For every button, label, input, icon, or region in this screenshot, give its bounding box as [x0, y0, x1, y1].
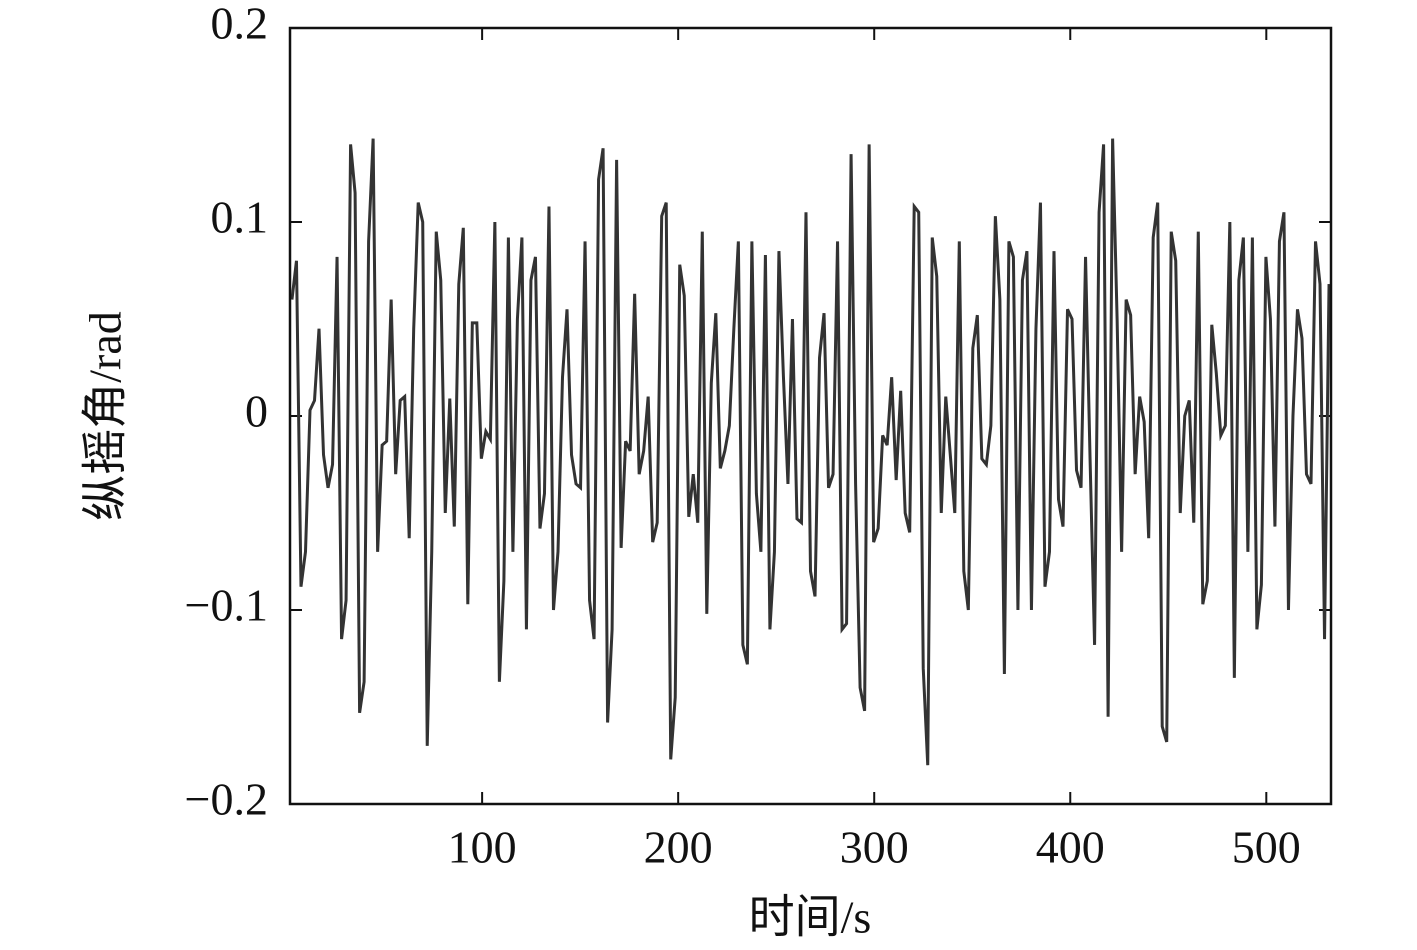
- y-axis-label: 纵摇角/rad: [80, 311, 131, 521]
- x-tick-label: 200: [644, 822, 713, 873]
- y-tick-label: 0: [245, 386, 268, 437]
- x-tick-label: 300: [840, 822, 909, 873]
- x-tick-label: 500: [1232, 822, 1301, 873]
- y-tick-label: 0.1: [211, 192, 269, 243]
- plot-frame: [288, 26, 1333, 806]
- x-tick-label: 400: [1036, 822, 1105, 873]
- y-tick-label: −0.2: [185, 774, 268, 825]
- y-tick-label: 0.2: [211, 0, 269, 49]
- x-axis-label: 时间/s: [749, 892, 872, 943]
- data-line: [290, 138, 1331, 766]
- y-tick-label: −0.1: [185, 580, 268, 631]
- x-tick-label: 100: [448, 822, 517, 873]
